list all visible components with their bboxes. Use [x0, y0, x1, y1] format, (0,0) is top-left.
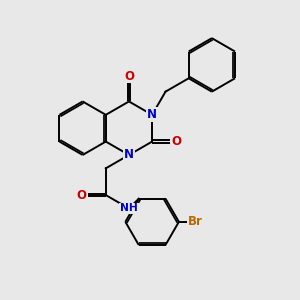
Text: Br: Br — [188, 215, 202, 228]
Text: N: N — [147, 108, 157, 121]
Text: O: O — [171, 135, 181, 148]
Text: O: O — [124, 70, 134, 83]
Text: N: N — [124, 148, 134, 161]
Text: O: O — [77, 189, 87, 202]
Text: NH: NH — [120, 203, 138, 214]
